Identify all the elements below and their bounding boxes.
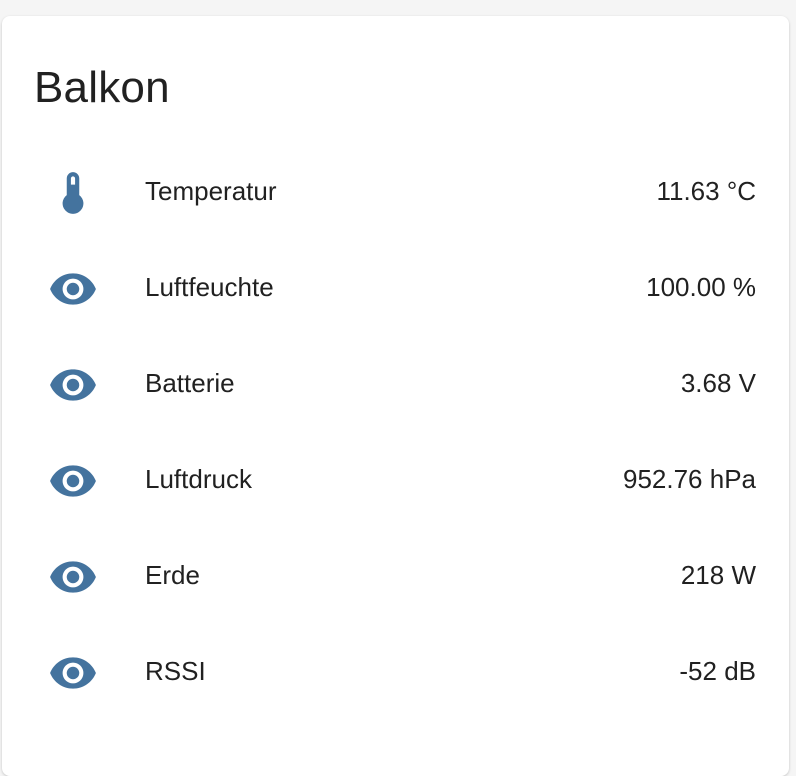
eye-icon <box>48 360 98 410</box>
entity-value: -52 dB <box>679 654 756 688</box>
entity-label: Luftdruck <box>145 462 252 496</box>
entity-row-temperatur[interactable]: Temperatur 11.63 °C <box>2 144 789 240</box>
thermometer-icon <box>48 168 98 218</box>
entity-label: Luftfeuchte <box>145 270 274 304</box>
eye-icon <box>48 648 98 698</box>
card-title: Balkon <box>34 62 170 114</box>
entity-label: Temperatur <box>145 174 277 208</box>
eye-icon <box>48 456 98 506</box>
entity-label: RSSI <box>145 654 206 688</box>
entities-list: Temperatur 11.63 °C Luftfeuchte 100.00 %… <box>2 144 789 720</box>
entity-value: 11.63 °C <box>656 174 756 208</box>
entity-row-rssi[interactable]: RSSI -52 dB <box>2 624 789 720</box>
entity-row-luftfeuchte[interactable]: Luftfeuchte 100.00 % <box>2 240 789 336</box>
entity-value: 3.68 V <box>681 366 756 400</box>
entity-row-luftdruck[interactable]: Luftdruck 952.76 hPa <box>2 432 789 528</box>
entity-label: Erde <box>145 558 200 592</box>
entity-row-erde[interactable]: Erde 218 W <box>2 528 789 624</box>
entity-label: Batterie <box>145 366 235 400</box>
entity-value: 952.76 hPa <box>623 462 756 496</box>
entity-row-batterie[interactable]: Batterie 3.68 V <box>2 336 789 432</box>
eye-icon <box>48 264 98 314</box>
eye-icon <box>48 552 98 602</box>
entity-value: 218 W <box>681 558 756 592</box>
entities-card: Balkon Temperatur 11.63 °C Luftfeuchte 1… <box>2 16 789 776</box>
entity-value: 100.00 % <box>646 270 756 304</box>
